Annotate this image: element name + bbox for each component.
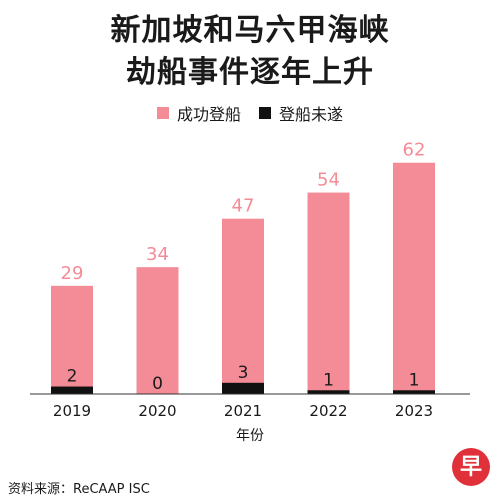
x-tick-label-2021: 2021: [224, 402, 262, 420]
legend-item-success: 成功登船: [156, 101, 241, 125]
legend-item-failed: 登船未遂: [259, 101, 343, 125]
value-label-failed-2019: 2: [67, 367, 78, 387]
bar-success-2023: [393, 162, 435, 394]
value-label-success-2023: 62: [403, 140, 426, 161]
bar-success-2021: [222, 218, 264, 394]
value-label-failed-2020: 0: [152, 374, 163, 394]
bar-failed-2022: [307, 390, 350, 394]
logo-glyph: 早: [460, 455, 482, 480]
bar-success-2019: [51, 285, 93, 394]
value-label-failed-2021: 3: [238, 363, 249, 383]
x-tick-label-2022: 2022: [309, 402, 347, 420]
bar-failed-2023: [393, 390, 435, 394]
x-tick-label-2023: 2023: [395, 402, 433, 420]
value-label-success-2019: 29: [61, 263, 84, 284]
legend-label-failed: 登船未遂: [279, 105, 344, 124]
bar-failed-2019: [51, 386, 93, 394]
value-label-success-2022: 54: [317, 170, 340, 191]
value-label-success-2021: 47: [232, 196, 255, 217]
x-axis-label: 年份: [236, 428, 264, 444]
legend: 成功登船 登船未遂: [0, 101, 500, 125]
bar-success-2022: [307, 192, 350, 394]
publisher-logo: 早: [452, 448, 490, 486]
x-tick-label-2020: 2020: [138, 402, 176, 420]
x-tick-label-2019: 2019: [53, 402, 91, 420]
legend-label-success: 成功登船: [176, 105, 241, 124]
source-note: 资料来源：ReCAAP ISC: [8, 482, 150, 497]
bar-success-2020: [136, 267, 179, 394]
bar-failed-2021: [222, 382, 264, 394]
value-label-failed-2022: 1: [323, 370, 334, 390]
value-label-success-2020: 34: [146, 244, 169, 265]
legend-swatch-failed: [259, 107, 271, 119]
legend-swatch-success: [156, 107, 169, 119]
chart-title-line-2: 劫船事件逐年上升: [126, 55, 374, 90]
chart-title-line-1: 新加坡和马六甲海峡: [110, 13, 390, 48]
value-label-failed-2023: 1: [409, 370, 420, 390]
